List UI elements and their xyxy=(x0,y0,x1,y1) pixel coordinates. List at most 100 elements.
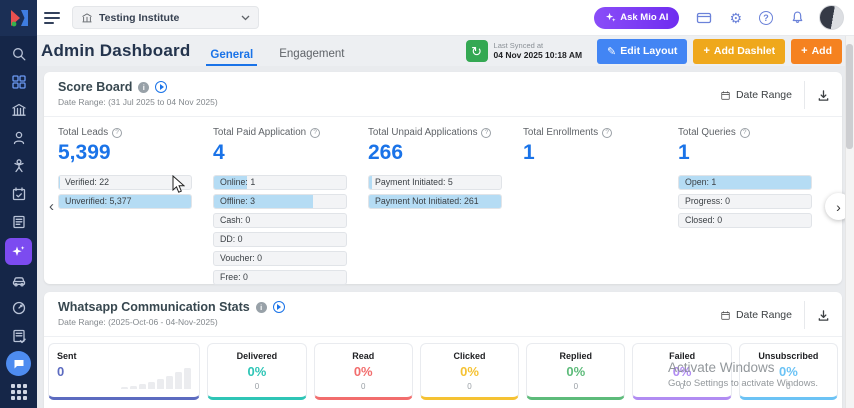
stat-value: 266 xyxy=(368,141,404,164)
notifications-bell-icon[interactable] xyxy=(790,10,805,25)
sidebar-bottom xyxy=(0,351,37,406)
stat-label: Total Unpaid Applications? xyxy=(368,127,517,138)
stat-value: 0 xyxy=(57,364,65,379)
stat-label: Read xyxy=(352,351,375,361)
ai-sparkle-icon[interactable] xyxy=(5,238,32,265)
plus-icon: + xyxy=(703,45,710,57)
stat-label: Unsubscribed xyxy=(758,351,819,361)
help-circle-icon[interactable]: ? xyxy=(310,127,321,138)
play-icon[interactable] xyxy=(272,301,285,313)
page-title: Admin Dashboard xyxy=(41,41,191,60)
whatsapp-stat-delivered[interactable]: Delivered 0% 0 xyxy=(207,343,307,400)
sidebar-nav xyxy=(0,36,37,352)
scoreboard-date-range-button[interactable]: Date Range xyxy=(720,89,792,101)
add-dashlet-button[interactable]: + Add Dashlet xyxy=(693,38,786,64)
stat-bar-unverified[interactable]: Unverified: 5,377 xyxy=(58,194,192,209)
stat-label: Total Leads? xyxy=(58,127,207,138)
stat-value: 0% xyxy=(566,364,586,379)
billing-card-icon[interactable] xyxy=(696,11,712,25)
stat-count: 0 xyxy=(786,382,791,391)
person-icon[interactable] xyxy=(6,126,32,150)
edit-layout-button[interactable]: ✎ Edit Layout xyxy=(597,38,688,64)
stat-bar-closed[interactable]: Closed: 0 xyxy=(678,213,812,228)
stat-label: Delivered xyxy=(236,351,278,361)
stat-label: Total Enrollments? xyxy=(523,127,672,138)
stat-bar-offline[interactable]: Offline: 3 xyxy=(213,194,347,209)
stat-total-unpaid-applications: Total Unpaid Applications? 266 Payment Ini… xyxy=(368,127,517,289)
stat-label: Failed xyxy=(669,351,696,361)
whatsapp-date-range: Date Range: (2025-Oct-06 - 04-Nov-2025) xyxy=(58,317,218,327)
stat-value: 1 xyxy=(523,141,535,164)
stat-total-queries: Total Queries? 1 Open: 1 Progress: 0 Closed:… xyxy=(678,127,827,289)
tab-engagement[interactable]: Engagement xyxy=(279,48,345,60)
stat-total-paid-application: Total Paid Application? 4 Online: 1 Offline… xyxy=(213,127,362,289)
refresh-sync-button[interactable]: ↻ xyxy=(465,40,488,62)
topbar-actions: Ask Mio AI ⚙ ? xyxy=(594,5,844,30)
institute-building-icon[interactable] xyxy=(6,98,32,122)
whatsapp-stat-read[interactable]: Read 0% 0 xyxy=(313,343,413,400)
dashboard-grid-icon[interactable] xyxy=(6,70,32,94)
info-icon[interactable]: i xyxy=(138,81,150,93)
stat-bar-voucher[interactable]: Voucher: 0 xyxy=(213,251,347,266)
download-icon[interactable] xyxy=(817,89,830,102)
stat-count: 0 xyxy=(254,382,260,391)
stat-bar-progress[interactable]: Progress: 0 xyxy=(678,194,812,209)
help-icon[interactable]: ? xyxy=(759,10,773,25)
stat-bar-open[interactable]: Open: 1 xyxy=(678,175,812,190)
whatsapp-date-range-button[interactable]: Date Range xyxy=(720,309,792,321)
carousel-left-icon[interactable]: ‹ xyxy=(49,198,54,215)
chat-bubble-icon[interactable] xyxy=(6,351,31,376)
performance-gauge-icon[interactable] xyxy=(6,296,32,320)
scrollbar-track[interactable] xyxy=(845,36,854,408)
help-circle-icon[interactable]: ? xyxy=(112,127,123,138)
sidebar xyxy=(0,0,37,408)
stat-label: Total Paid Application? xyxy=(213,127,362,138)
help-circle-icon[interactable]: ? xyxy=(481,127,492,138)
vehicle-icon[interactable] xyxy=(6,268,32,292)
stat-bar-online[interactable]: Online: 1 xyxy=(213,175,347,190)
tab-general[interactable]: General xyxy=(206,49,258,66)
download-icon[interactable] xyxy=(817,309,830,322)
add-button[interactable]: + Add xyxy=(791,38,842,64)
report-check-icon[interactable] xyxy=(6,324,32,348)
stat-value: 4 xyxy=(213,141,225,164)
stat-bar-free[interactable]: Free: 0 xyxy=(213,270,347,285)
whatsapp-stat-failed[interactable]: Failed 0% 0 xyxy=(632,343,732,400)
calendar-check-icon[interactable] xyxy=(6,182,32,206)
plus-icon: + xyxy=(801,45,808,57)
search-icon[interactable] xyxy=(6,42,32,66)
pencil-icon: ✎ xyxy=(607,45,617,58)
stat-bar-payment-not-initiated[interactable]: Payment Not Initiated: 261 xyxy=(368,194,502,209)
scoreboard-date-range: Date Range: (31 Jul 2025 to 04 Nov 2025) xyxy=(58,97,218,107)
scoreboard-stats: Total Leads? 5,399 Verified: 22 Unverified:… xyxy=(44,117,842,289)
help-circle-icon[interactable]: ? xyxy=(739,127,750,138)
stat-value: 5,399 xyxy=(58,141,111,164)
institute-name: Testing Institute xyxy=(99,11,180,24)
user-avatar[interactable] xyxy=(819,5,844,30)
hamburger-menu-icon[interactable] xyxy=(44,11,61,24)
building-icon xyxy=(82,12,92,22)
app-logo-icon[interactable] xyxy=(0,0,37,36)
calendar-icon xyxy=(721,90,730,100)
ask-mio-ai-button[interactable]: Ask Mio AI xyxy=(594,6,680,29)
divider xyxy=(804,81,805,109)
stat-bar-verified[interactable]: Verified: 22 xyxy=(58,175,192,190)
stat-bar-dd[interactable]: DD: 0 xyxy=(213,232,347,247)
institute-selector[interactable]: Testing Institute xyxy=(72,6,259,29)
whatsapp-stat-replied[interactable]: Replied 0% 0 xyxy=(526,343,626,400)
referral-network-icon[interactable] xyxy=(6,154,32,178)
help-circle-icon[interactable]: ? xyxy=(602,127,613,138)
whatsapp-stat-sent[interactable]: Sent 0 xyxy=(48,343,201,400)
apps-grid-icon[interactable] xyxy=(10,384,27,400)
stat-bar-cash[interactable]: Cash: 0 xyxy=(213,213,347,228)
mini-bar-chart xyxy=(121,344,192,397)
notes-document-icon[interactable] xyxy=(6,210,32,234)
whatsapp-stat-unsubscribed[interactable]: Unsubscribed 0% 0 xyxy=(738,343,839,400)
info-icon[interactable]: i xyxy=(255,301,267,313)
stat-bar-payment-initiated[interactable]: Payment Initiated: 5 xyxy=(368,175,502,190)
play-icon[interactable] xyxy=(155,81,168,93)
settings-gear-icon[interactable]: ⚙ xyxy=(729,9,742,26)
scrollbar-thumb[interactable] xyxy=(846,44,853,149)
whatsapp-stat-clicked[interactable]: Clicked 0% 0 xyxy=(419,343,520,400)
